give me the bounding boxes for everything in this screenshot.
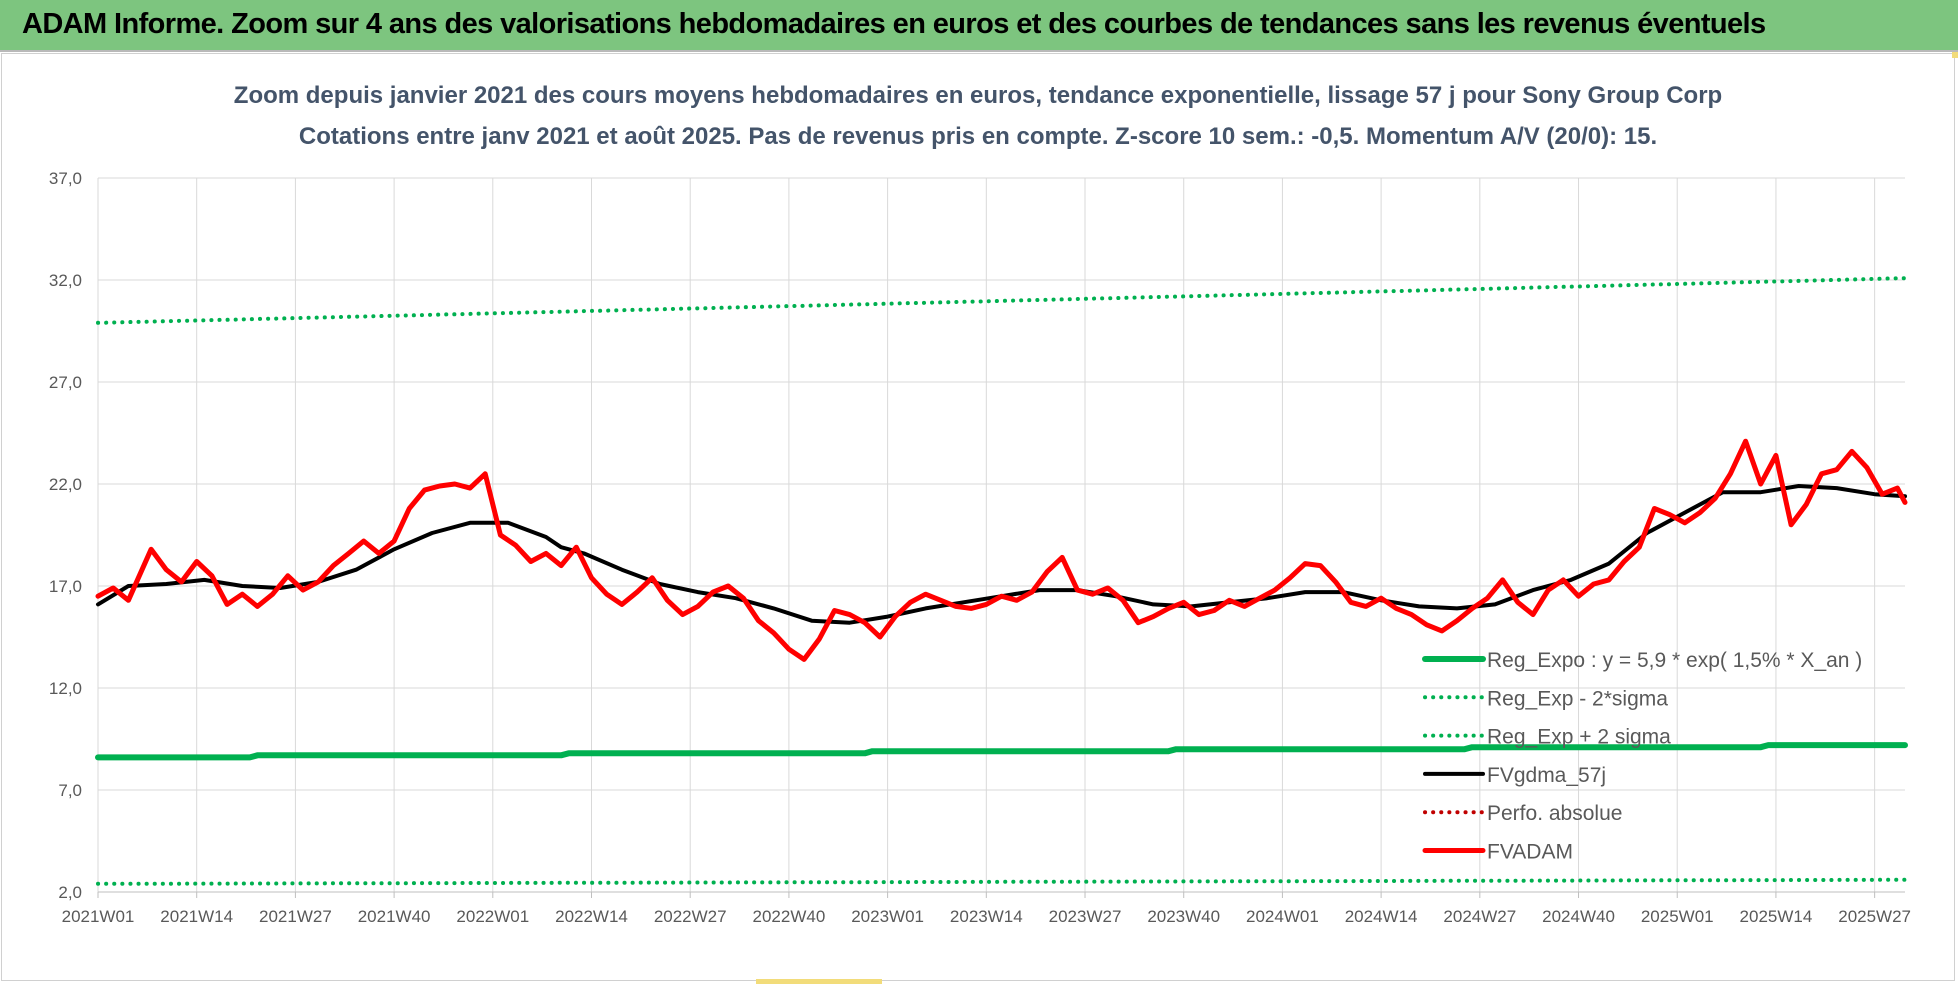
y-tick-label: 7,0 — [58, 781, 82, 800]
legend-label: FVADAM — [1487, 841, 1573, 864]
x-tick-label: 2021W40 — [358, 907, 431, 926]
legend-label: Reg_Exp + 2 sigma — [1487, 726, 1671, 749]
x-tick-label: 2023W40 — [1147, 907, 1220, 926]
x-tick-label: 2022W14 — [555, 907, 628, 926]
y-tick-label: 17,0 — [49, 577, 82, 596]
chart-title: Zoom depuis janvier 2021 des cours moyen… — [234, 82, 1722, 109]
x-tick-label: 2025W27 — [1838, 907, 1911, 926]
axes: 2,0 7,0 12,0 17,0 22,0 27,0 32,0 37,0 2021W01 202… — [49, 169, 1911, 926]
y-tick-label: 37,0 — [49, 169, 82, 188]
x-tick-label: 2025W01 — [1641, 907, 1714, 926]
y-tick-label: 32,0 — [49, 271, 82, 290]
x-tick-label: 2022W27 — [654, 907, 727, 926]
chart-subtitle: Cotations entre janv 2021 et août 2025. … — [299, 123, 1657, 150]
x-tick-label: 2024W14 — [1345, 907, 1418, 926]
reg-expo-line — [95, 742, 1908, 761]
x-tick-label: 2022W01 — [456, 907, 529, 926]
x-tick-label: 2021W27 — [259, 907, 332, 926]
legend-label: Perfo. absolue — [1487, 802, 1622, 825]
x-tick-label: 2022W40 — [753, 907, 826, 926]
x-tick-label: 2024W27 — [1443, 907, 1516, 926]
x-tick-label: 2025W14 — [1740, 907, 1813, 926]
chart-frame — [1, 53, 1955, 981]
fvgdma-57j-line — [96, 484, 1907, 625]
x-tick-label: 2024W40 — [1542, 907, 1615, 926]
report-banner: ADAM Informe. Zoom sur 4 ans des valoris… — [0, 0, 1958, 52]
fvadam-line — [95, 438, 1908, 662]
x-tick-label: 2024W01 — [1246, 907, 1319, 926]
y-tick-label: 22,0 — [49, 475, 82, 494]
x-tick-label: 2023W27 — [1049, 907, 1122, 926]
x-tick-label: 2023W14 — [950, 907, 1023, 926]
y-tick-label: 27,0 — [49, 373, 82, 392]
corner-mark — [1952, 52, 1958, 58]
y-tick-label: 12,0 — [49, 679, 82, 698]
report-title: ADAM Informe. Zoom sur 4 ans des valoris… — [22, 8, 1766, 40]
legend-label: FVgdma_57j — [1487, 764, 1606, 787]
x-tick-label: 2021W14 — [160, 907, 233, 926]
series-layer — [95, 276, 1908, 886]
legend-label: Reg_Expo : y = 5,9 * exp( 1,5% * X_an ) — [1487, 649, 1862, 672]
x-tick-label: 2023W01 — [851, 907, 924, 926]
legend-label: Reg_Exp - 2*sigma — [1487, 687, 1668, 710]
reg-exp-minus-2sigma-line — [96, 877, 1907, 886]
gridlines — [97, 177, 1905, 893]
reg-exp-plus-2sigma-line — [96, 276, 1907, 325]
y-tick-label: 2,0 — [58, 883, 82, 902]
legend: Reg_Expo : y = 5,9 * exp( 1,5% * X_an ) R… — [1422, 649, 1862, 864]
selection-mark — [756, 979, 882, 984]
x-tick-label: 2021W01 — [62, 907, 135, 926]
